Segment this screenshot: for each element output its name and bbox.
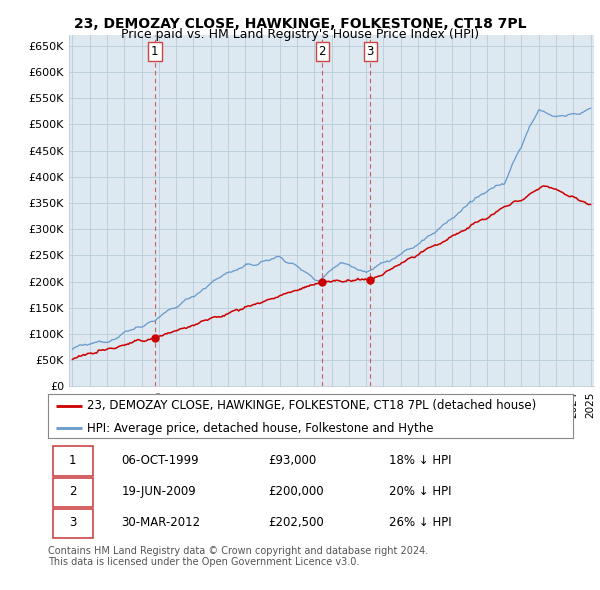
Text: £200,000: £200,000 <box>269 484 324 498</box>
Text: 19-JUN-2009: 19-JUN-2009 <box>121 484 196 498</box>
FancyBboxPatch shape <box>53 509 92 538</box>
Text: 1: 1 <box>151 45 158 58</box>
Text: HPI: Average price, detached house, Folkestone and Hythe: HPI: Average price, detached house, Folk… <box>88 421 434 435</box>
Text: 3: 3 <box>367 45 374 58</box>
Text: 1: 1 <box>69 454 76 467</box>
Text: 2: 2 <box>319 45 326 58</box>
Text: 30-MAR-2012: 30-MAR-2012 <box>121 516 200 529</box>
Text: Contains HM Land Registry data © Crown copyright and database right 2024.
This d: Contains HM Land Registry data © Crown c… <box>48 546 428 568</box>
Text: £93,000: £93,000 <box>269 454 317 467</box>
Text: 20% ↓ HPI: 20% ↓ HPI <box>389 484 452 498</box>
Text: Price paid vs. HM Land Registry's House Price Index (HPI): Price paid vs. HM Land Registry's House … <box>121 28 479 41</box>
Text: 23, DEMOZAY CLOSE, HAWKINGE, FOLKESTONE, CT18 7PL: 23, DEMOZAY CLOSE, HAWKINGE, FOLKESTONE,… <box>74 17 526 31</box>
Text: 23, DEMOZAY CLOSE, HAWKINGE, FOLKESTONE, CT18 7PL (detached house): 23, DEMOZAY CLOSE, HAWKINGE, FOLKESTONE,… <box>88 399 536 412</box>
Text: 18% ↓ HPI: 18% ↓ HPI <box>389 454 452 467</box>
FancyBboxPatch shape <box>53 447 92 476</box>
Text: 06-OCT-1999: 06-OCT-1999 <box>121 454 199 467</box>
FancyBboxPatch shape <box>53 477 92 507</box>
Text: 3: 3 <box>69 516 76 529</box>
Text: 2: 2 <box>69 484 76 498</box>
Text: 26% ↓ HPI: 26% ↓ HPI <box>389 516 452 529</box>
Text: £202,500: £202,500 <box>269 516 324 529</box>
